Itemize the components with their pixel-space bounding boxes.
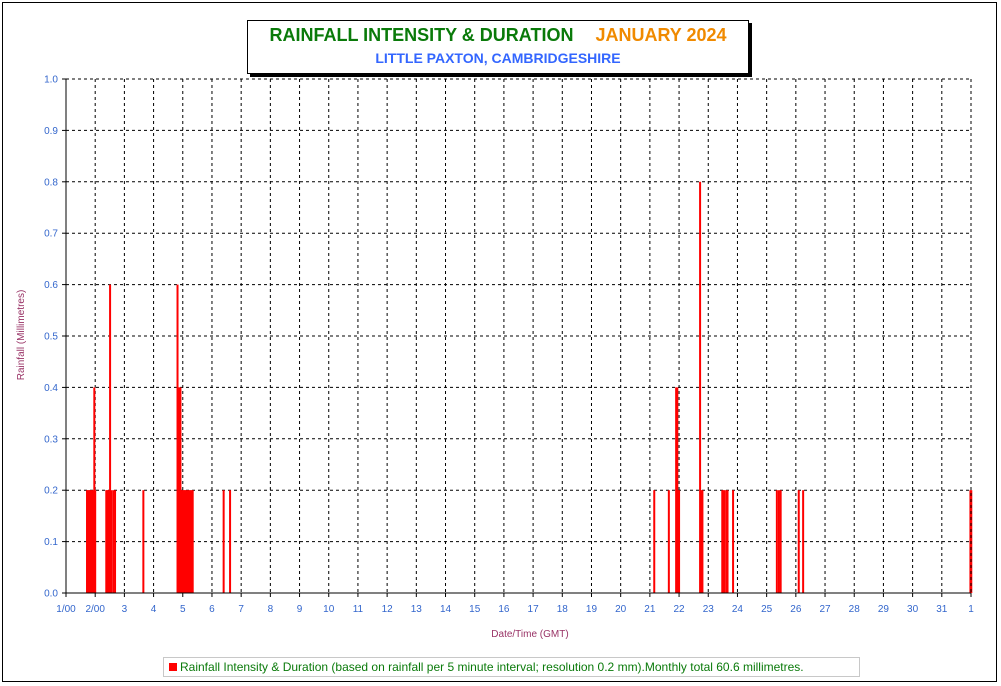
rainfall-bar xyxy=(188,490,191,593)
x-tick-label: 14 xyxy=(440,604,452,615)
x-tick-label: 16 xyxy=(498,604,510,615)
rainfall-bar xyxy=(779,490,782,593)
x-tick-labels: 1/00 2/00 3 4 5 6 7 8 9 10 11 12 13 14 15 16 17 18 19 20 21 2… xyxy=(56,604,974,615)
x-tick-label: 24 xyxy=(732,604,744,615)
y-tick-label: 0.6 xyxy=(44,280,58,291)
x-tick-label: 15 xyxy=(469,604,481,615)
rainfall-bar xyxy=(701,490,704,593)
rainfall-bar xyxy=(675,387,678,593)
x-tick-label: 27 xyxy=(819,604,831,615)
rainfall-bar xyxy=(777,490,780,593)
rainfall-bar xyxy=(110,490,113,593)
x-tick-label: 1/00 xyxy=(56,604,76,615)
y-tick-label: 1.0 xyxy=(44,75,58,86)
rainfall-bar xyxy=(191,490,194,593)
rainfall-bar xyxy=(726,490,729,593)
x-tick-label: 25 xyxy=(761,604,773,615)
x-tick-label: 31 xyxy=(936,604,948,615)
x-tick-label: 7 xyxy=(238,604,244,615)
rainfall-bar xyxy=(112,490,115,593)
y-tick-label: 0.3 xyxy=(44,434,58,445)
rainfall-bar xyxy=(722,490,725,593)
x-tick-label: 30 xyxy=(907,604,919,615)
rainfall-bar xyxy=(775,490,778,593)
y-tick-label: 0.9 xyxy=(44,126,58,137)
legend: Rainfall Intensity & Duration (based on … xyxy=(163,657,860,677)
title-box: RAINFALL INTENSITY & DURATION JANUARY 202… xyxy=(247,20,749,74)
chart-title: RAINFALL INTENSITY & DURATION xyxy=(269,25,574,45)
axes xyxy=(62,78,972,597)
rainfall-bar xyxy=(109,284,112,593)
x-tick-label: 28 xyxy=(849,604,861,615)
grid-lines xyxy=(66,78,971,593)
legend-label: Rainfall Intensity & Duration (based on … xyxy=(180,660,804,674)
x-tick-label: 13 xyxy=(411,604,423,615)
rainfall-bar xyxy=(678,490,681,593)
rainfall-bar xyxy=(699,181,702,594)
rainfall-bar xyxy=(732,490,735,593)
y-tick-label: 0.5 xyxy=(44,332,58,343)
rainfall-bar xyxy=(184,490,187,593)
x-tick-label: 23 xyxy=(703,604,715,615)
rainfall-bar xyxy=(142,490,145,593)
rainfall-bar xyxy=(176,284,179,593)
y-tick-label: 0.1 xyxy=(44,537,58,548)
chart-subtitle: LITTLE PAXTON, CAMBRIDGESHIRE xyxy=(375,50,621,66)
rainfall-bar xyxy=(229,490,232,593)
x-tick-label: 9 xyxy=(297,604,303,615)
x-tick-label: 6 xyxy=(209,604,215,615)
chart-month: JANUARY 2024 xyxy=(595,25,727,45)
x-tick-label: 11 xyxy=(353,604,364,615)
x-tick-label: 4 xyxy=(151,604,157,615)
rainfall-bar xyxy=(721,490,724,593)
rainfall-bar xyxy=(185,490,188,593)
y-tick-labels: 0.0 0.1 0.2 0.3 0.4 0.5 0.6 0.7 0.8 0.9 1.0 xyxy=(44,75,58,600)
legend-swatch xyxy=(169,663,177,671)
x-tick-label: 29 xyxy=(878,604,890,615)
y-tick-label: 0.7 xyxy=(44,229,58,240)
y-axis-title: Rainfall (Millimetres) xyxy=(16,290,27,381)
x-tick-label: 2/00 xyxy=(85,604,105,615)
x-tick-label: 21 xyxy=(644,604,656,615)
x-tick-label: 18 xyxy=(557,604,569,615)
rainfall-bar xyxy=(723,490,726,593)
y-tick-label: 0.2 xyxy=(44,486,58,497)
rainfall-bar xyxy=(190,490,193,593)
y-tick-label: 0.0 xyxy=(44,589,58,600)
x-axis-title: Date/Time (GMT) xyxy=(491,629,568,640)
x-tick-label: 17 xyxy=(528,604,540,615)
rainfall-bar xyxy=(92,490,95,593)
rainfall-bar xyxy=(667,490,670,593)
rainfall-bar xyxy=(189,490,192,593)
x-tick-label: 8 xyxy=(268,604,274,615)
x-tick-label: 20 xyxy=(615,604,627,615)
x-tick-label: 19 xyxy=(586,604,598,615)
x-tick-label: 26 xyxy=(790,604,802,615)
y-tick-label: 0.8 xyxy=(44,177,58,188)
x-tick-label: 10 xyxy=(323,604,335,615)
rainfall-bar xyxy=(94,490,97,593)
rainfall-bar xyxy=(653,490,656,593)
rainfall-bar xyxy=(802,490,805,593)
rainfall-bar xyxy=(700,490,703,593)
rainfall-bar xyxy=(187,490,190,593)
x-tick-label: 12 xyxy=(382,604,394,615)
rainfall-bar xyxy=(797,490,800,593)
title-line: RAINFALL INTENSITY & DURATION JANUARY 202… xyxy=(248,25,748,46)
rainfall-bar xyxy=(107,490,110,593)
x-tick-label: 22 xyxy=(674,604,686,615)
rainfall-bar xyxy=(114,490,117,593)
x-tick-label: 5 xyxy=(180,604,186,615)
rainfall-bar xyxy=(222,490,225,593)
y-tick-label: 0.4 xyxy=(44,383,58,394)
x-tick-label: 3 xyxy=(122,604,128,615)
x-tick-label: 1 xyxy=(968,604,974,615)
